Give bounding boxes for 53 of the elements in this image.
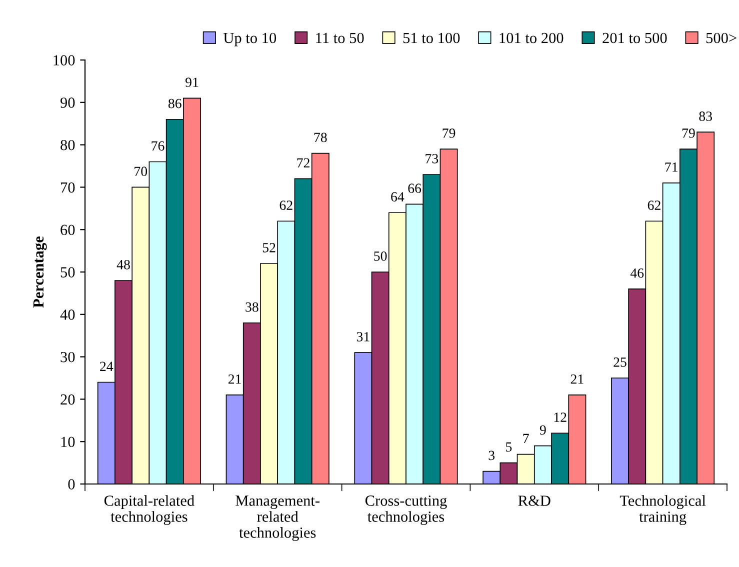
data-label: 25	[614, 358, 626, 367]
x-tick-label: Capital-related technologies	[104, 495, 194, 525]
data-label: 70	[134, 166, 148, 176]
legend-label: 101 to 200	[500, 32, 564, 44]
y-tick-label: 0	[68, 479, 75, 490]
data-label: 52	[262, 243, 276, 252]
y-tick-label: 80	[60, 140, 75, 150]
data-label: 31	[356, 332, 370, 342]
legend-label: 500>	[706, 32, 736, 44]
data-label: 24	[100, 362, 114, 371]
data-label: 86	[168, 98, 182, 108]
y-tick-label: 20	[60, 394, 75, 405]
data-label: 7	[523, 434, 529, 444]
y-tick-label: 40	[60, 310, 75, 320]
y-tick-label: 60	[60, 224, 75, 236]
data-label: 46	[630, 268, 644, 278]
x-tick-label: Technological training	[620, 495, 706, 526]
data-label: 21	[228, 374, 241, 384]
data-label: 76	[152, 141, 164, 151]
data-label: 66	[408, 184, 422, 194]
y-tick-label: 30	[60, 352, 75, 362]
data-label: 83	[699, 112, 712, 121]
data-label: 73	[426, 154, 438, 164]
data-label: 50	[374, 251, 387, 261]
data-label: 62	[280, 200, 292, 210]
y-tick-label: 10	[61, 436, 75, 448]
y-tick-label: 100	[54, 55, 75, 66]
y-tick-label: 50	[60, 267, 75, 278]
data-label: 12	[554, 412, 566, 422]
data-label: 79	[442, 128, 456, 138]
x-tick-label: Management- related technologies	[236, 496, 320, 541]
data-label: 21	[570, 374, 584, 384]
legend-label: 51 to 100	[403, 32, 460, 44]
data-label: 3	[488, 450, 495, 460]
y-tick-label: 90	[60, 98, 75, 108]
data-label: 91	[186, 78, 198, 88]
x-tick-label: Cross-cutting technologies	[365, 496, 447, 525]
data-label: 78	[314, 132, 327, 142]
data-label: 79	[682, 128, 695, 138]
y-tick-label: 70	[61, 182, 75, 193]
x-tick-label: R&D	[518, 496, 550, 506]
data-label: 64	[391, 192, 404, 202]
data-label: 62	[648, 200, 660, 210]
data-label: 72	[297, 158, 310, 168]
legend-label: 11 to 50	[316, 32, 364, 44]
data-label: 48	[116, 260, 130, 270]
data-label: 5	[506, 442, 512, 452]
legend-label: Up to 10	[223, 32, 276, 46]
data-label: 9	[540, 425, 546, 435]
y-axis-title: Percentage	[33, 236, 47, 308]
data-label: 71	[665, 162, 678, 172]
data-label: 38	[246, 302, 258, 312]
legend-label: 201 to 500	[602, 32, 667, 44]
